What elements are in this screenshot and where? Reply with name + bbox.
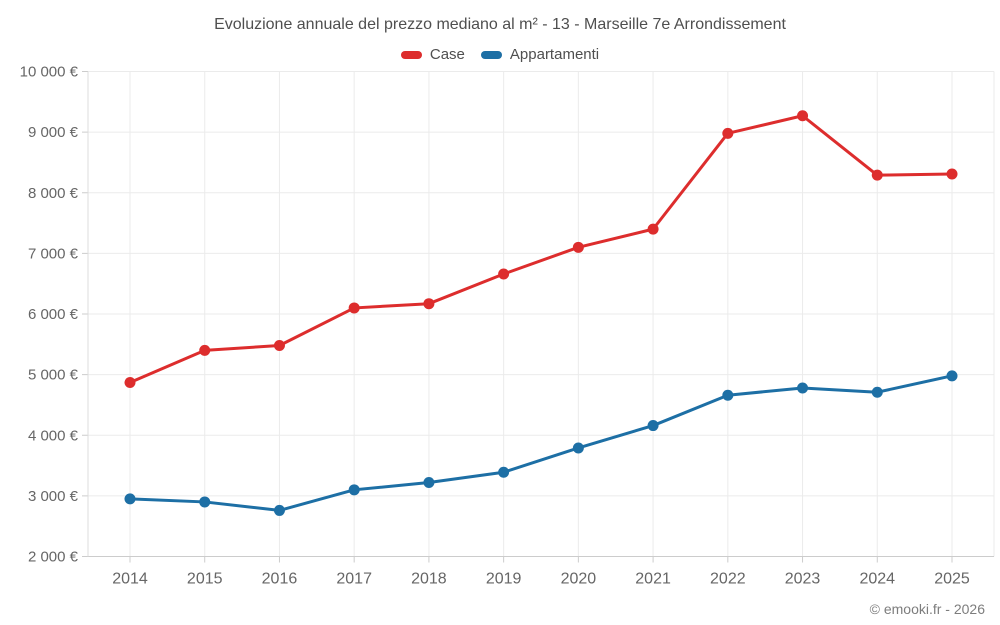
data-point-case-2025[interactable] <box>946 168 958 180</box>
x-axis-tick-label: 2017 <box>336 571 372 588</box>
y-axis-tick-label: 4 000 € <box>28 427 79 444</box>
data-point-case-2021[interactable] <box>647 223 659 235</box>
chart-title: Evoluzione annuale del prezzo mediano al… <box>214 16 786 33</box>
data-point-appartamenti-2017[interactable] <box>348 484 360 496</box>
data-point-appartamenti-2022[interactable] <box>722 389 734 401</box>
legend-item-case[interactable]: Case <box>400 46 465 63</box>
x-axis-tick-label: 2014 <box>112 571 148 588</box>
legend-label: Appartamenti <box>509 46 600 63</box>
data-point-case-2015[interactable] <box>199 344 211 356</box>
copyright-footer: © emooki.fr - 2026 <box>869 601 985 617</box>
y-axis-tick-label: 5 000 € <box>28 367 79 384</box>
legend-swatch-icon <box>400 50 422 59</box>
data-point-case-2023[interactable] <box>797 110 809 122</box>
data-point-case-2014[interactable] <box>124 377 136 389</box>
legend-label: Case <box>429 46 465 63</box>
y-axis-tick-label: 7 000 € <box>28 245 79 262</box>
data-point-appartamenti-2015[interactable] <box>199 496 211 508</box>
y-axis-tick-label: 10 000 € <box>20 64 79 81</box>
data-point-appartamenti-2025[interactable] <box>946 370 958 382</box>
series-line-case <box>128 114 954 385</box>
x-axis-tick-label: 2022 <box>710 571 746 588</box>
y-axis-tick-label: 9 000 € <box>28 124 79 141</box>
x-axis-tick-label: 2016 <box>262 571 298 588</box>
x-axis-tick-label: 2024 <box>859 571 895 588</box>
data-point-appartamenti-2024[interactable] <box>871 386 883 398</box>
data-point-case-2016[interactable] <box>273 340 285 352</box>
y-axis-tick-label: 8 000 € <box>28 185 79 202</box>
x-axis-tick-label: 2015 <box>187 571 223 588</box>
data-point-appartamenti-2014[interactable] <box>124 493 136 505</box>
data-point-case-2017[interactable] <box>348 302 360 314</box>
legend-item-appartamenti[interactable]: Appartamenti <box>480 46 600 63</box>
x-axis-tick-label: 2025 <box>934 571 970 588</box>
data-point-appartamenti-2021[interactable] <box>647 420 659 432</box>
data-point-case-2018[interactable] <box>423 298 435 310</box>
x-axis-tick-label: 2021 <box>635 571 671 588</box>
data-point-case-2022[interactable] <box>722 127 734 139</box>
data-point-appartamenti-2016[interactable] <box>273 504 285 516</box>
x-axis-tick-label: 2023 <box>785 571 821 588</box>
y-axis-tick-label: 3 000 € <box>28 488 79 505</box>
x-axis-tick-label: 2019 <box>486 571 522 588</box>
data-point-appartamenti-2018[interactable] <box>423 477 435 489</box>
legend-swatch-icon <box>480 50 502 59</box>
data-point-case-2024[interactable] <box>871 169 883 181</box>
series-line-appartamenti <box>128 374 954 512</box>
x-axis-tick-label: 2020 <box>561 571 597 588</box>
data-point-appartamenti-2020[interactable] <box>572 442 584 454</box>
data-point-case-2019[interactable] <box>498 268 510 280</box>
y-axis-tick-label: 2 000 € <box>28 549 79 566</box>
chart-legend: Case Appartamenti <box>0 46 1000 63</box>
y-axis-tick-label: 6 000 € <box>28 306 79 323</box>
data-point-appartamenti-2023[interactable] <box>797 382 809 394</box>
x-axis-tick-label: 2018 <box>411 571 447 588</box>
data-point-case-2020[interactable] <box>572 241 584 253</box>
data-point-appartamenti-2019[interactable] <box>498 466 510 478</box>
